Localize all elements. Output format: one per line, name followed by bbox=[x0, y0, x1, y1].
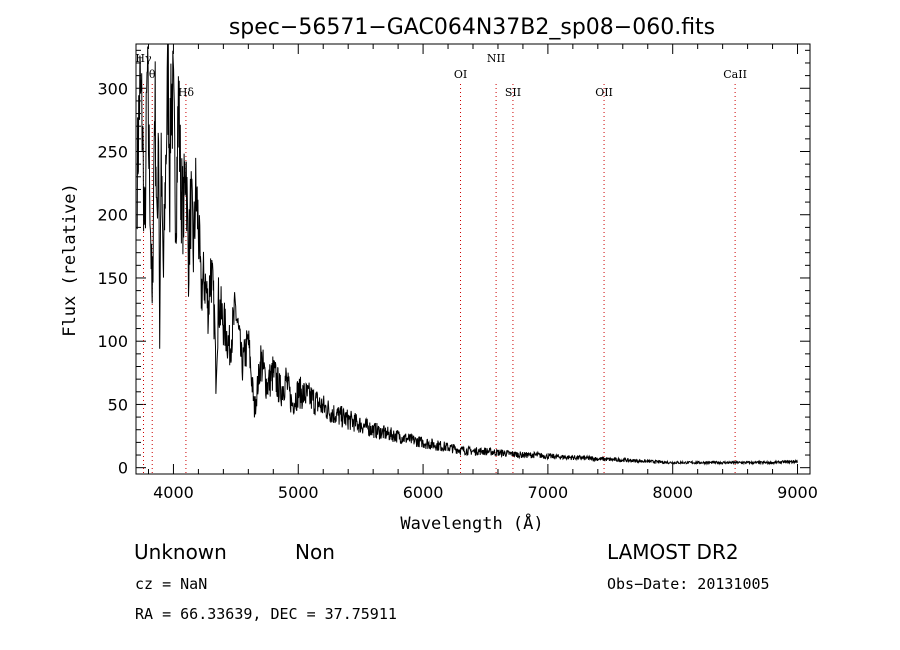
y-tick-label: 100 bbox=[97, 332, 128, 351]
x-tick-label: 4000 bbox=[153, 483, 194, 502]
class-label: Unknown bbox=[134, 540, 227, 564]
cz-value: cz = NaN bbox=[135, 575, 208, 593]
y-tick-label: 150 bbox=[97, 269, 128, 288]
y-tick-label: 50 bbox=[108, 395, 128, 414]
y-tick-label: 250 bbox=[97, 143, 128, 162]
subclass-label: Non bbox=[295, 540, 335, 564]
survey-label: LAMOST DR2 bbox=[607, 540, 739, 564]
line-marker-label: CaII bbox=[723, 68, 747, 81]
y-tick-label: 200 bbox=[97, 206, 128, 225]
line-marker-label: OII bbox=[595, 86, 613, 99]
y-tick-label: 0 bbox=[118, 459, 128, 478]
line-marker-label: NII bbox=[487, 52, 505, 65]
line-marker-label: Hδ bbox=[178, 86, 195, 99]
ra-dec-coordinates: RA = 66.33639, DEC = 37.75911 bbox=[135, 605, 397, 623]
plot-frame bbox=[135, 43, 811, 475]
axis-ticks: 4000 5000 6000 7000 8000 9000 0 50 100 150 200 250 3… bbox=[97, 44, 818, 502]
line-marker-label: OI bbox=[454, 68, 467, 81]
chart-title: spec−56571−GAC064N37B2_sp08−060.fits bbox=[229, 15, 715, 40]
spectrum-line bbox=[136, 43, 798, 466]
line-marker-label: θ bbox=[149, 68, 156, 81]
x-tick-label: 8000 bbox=[652, 483, 693, 502]
x-tick-label: 7000 bbox=[528, 483, 569, 502]
x-tick-label: 6000 bbox=[403, 483, 444, 502]
x-tick-label: 5000 bbox=[278, 483, 319, 502]
line-marker-label: SII bbox=[505, 86, 521, 99]
y-tick-label: 300 bbox=[97, 79, 128, 98]
x-axis-label: Wavelength (Å) bbox=[400, 512, 543, 534]
y-axis-label: Flux (relative) bbox=[60, 183, 80, 337]
line-marker-label: Hγ bbox=[135, 52, 152, 65]
spectral-line-markers: Hγ θ Hδ OI NII SII OII CaII bbox=[135, 52, 747, 474]
x-tick-label: 9000 bbox=[777, 483, 818, 502]
obs-date: Obs−Date: 20131005 bbox=[607, 575, 770, 593]
